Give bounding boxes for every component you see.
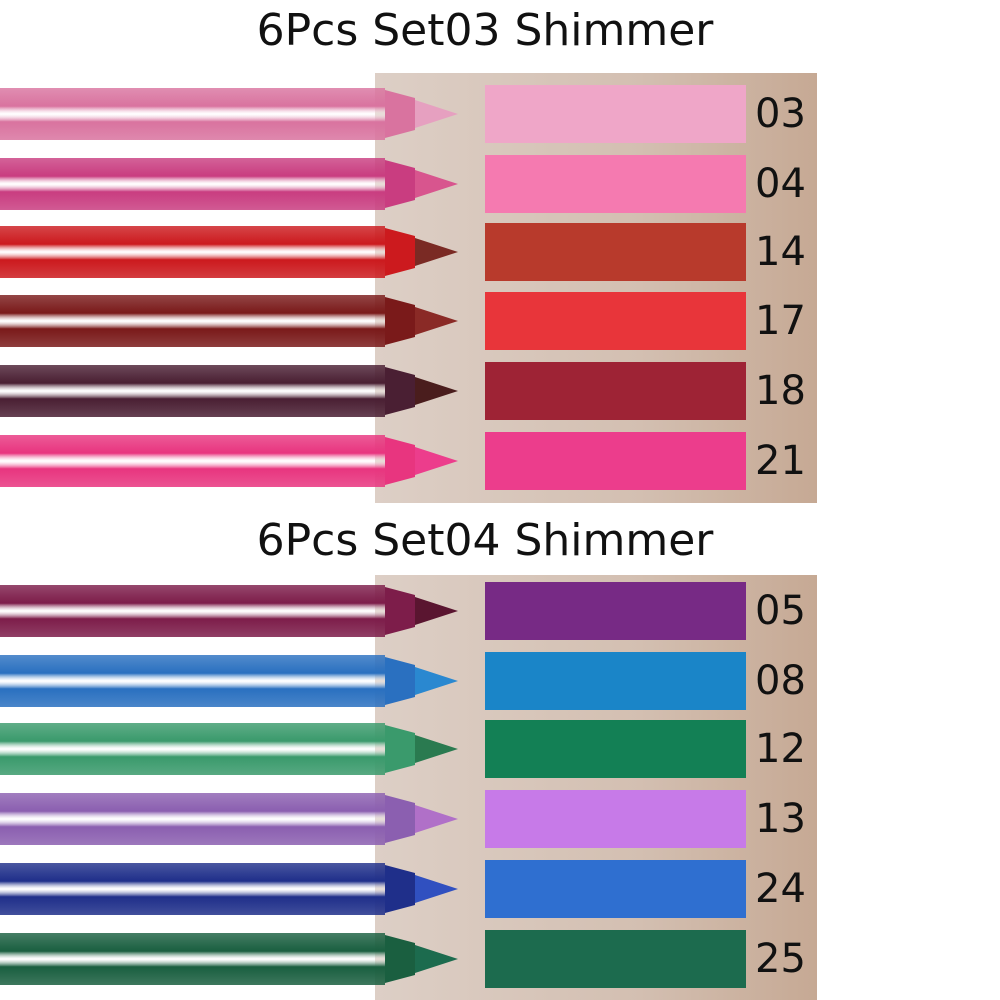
pencil-image (0, 365, 458, 417)
color-swatch (485, 292, 746, 350)
pencil-image (0, 585, 458, 637)
pencil-image (0, 793, 458, 845)
shade-code: 05 (755, 588, 806, 634)
color-swatch (485, 652, 746, 710)
color-swatch (485, 860, 746, 918)
color-swatch (485, 85, 746, 143)
color-swatch (485, 790, 746, 848)
pencil-image (0, 655, 458, 707)
set-title: 6Pcs Set03 Shimmer (256, 5, 714, 56)
pencil-image (0, 723, 458, 775)
shade-code: 03 (755, 91, 806, 137)
color-swatch (485, 930, 746, 988)
pencil-image (0, 88, 458, 140)
pencil-image (0, 226, 458, 278)
set-title: 6Pcs Set04 Shimmer (256, 515, 714, 566)
pencil-image (0, 435, 458, 487)
swatch-panel (375, 73, 817, 503)
color-swatch (485, 432, 746, 490)
color-swatch (485, 720, 746, 778)
shade-code: 17 (755, 298, 806, 344)
color-swatch (485, 362, 746, 420)
pencil-image (0, 933, 458, 985)
swatch-panel (375, 575, 817, 1000)
color-swatch (485, 582, 746, 640)
shade-code: 21 (755, 438, 806, 484)
color-swatch (485, 223, 746, 281)
shade-code: 08 (755, 658, 806, 704)
shade-code: 14 (755, 229, 806, 275)
shade-code: 18 (755, 368, 806, 414)
shade-code: 13 (755, 796, 806, 842)
pencil-image (0, 158, 458, 210)
color-swatch (485, 155, 746, 213)
shade-code: 25 (755, 936, 806, 982)
pencil-image (0, 295, 458, 347)
shade-code: 12 (755, 726, 806, 772)
shade-code: 04 (755, 161, 806, 207)
pencil-image (0, 863, 458, 915)
shade-code: 24 (755, 866, 806, 912)
